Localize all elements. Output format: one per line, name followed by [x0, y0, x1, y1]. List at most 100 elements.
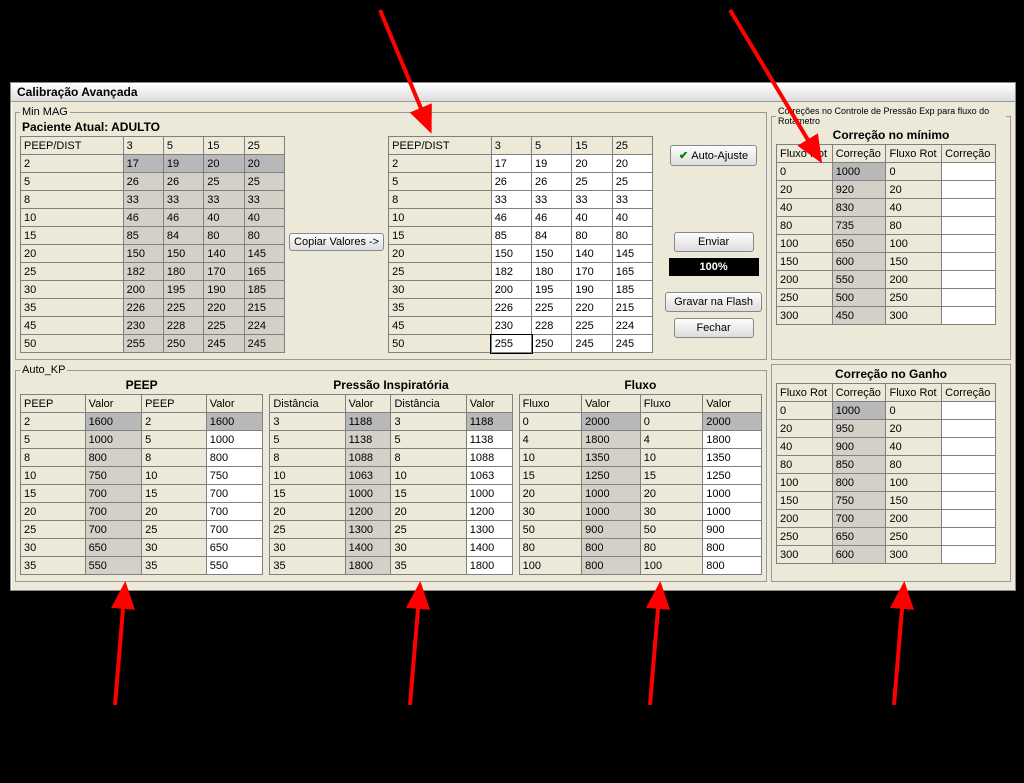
cell[interactable]: 10: [21, 467, 86, 485]
cell[interactable]: 1300: [345, 521, 391, 539]
cell[interactable]: 170: [572, 263, 612, 281]
cell[interactable]: 700: [206, 521, 263, 539]
table-row[interactable]: 1570015700: [21, 485, 263, 503]
cell[interactable]: 3: [391, 413, 466, 431]
table-row[interactable]: 8085080: [777, 456, 996, 474]
cell[interactable]: 180: [532, 263, 572, 281]
cell[interactable]: 1000: [832, 163, 886, 181]
cell[interactable]: 190: [572, 281, 612, 299]
cell[interactable]: 33: [612, 191, 652, 209]
cell[interactable]: 25: [612, 173, 652, 191]
cell[interactable]: 25: [204, 173, 244, 191]
cell[interactable]: [942, 438, 996, 456]
cell[interactable]: 33: [532, 191, 572, 209]
cell[interactable]: 300: [886, 546, 942, 564]
table-row[interactable]: 25182180170165: [21, 263, 285, 281]
cell[interactable]: 650: [832, 235, 886, 253]
cell[interactable]: 224: [244, 317, 284, 335]
cell[interactable]: 40: [777, 199, 833, 217]
cell[interactable]: 30: [389, 281, 492, 299]
cell[interactable]: 700: [206, 485, 263, 503]
cell[interactable]: 230: [123, 317, 163, 335]
cell[interactable]: 20: [391, 503, 466, 521]
cell[interactable]: 150: [777, 492, 833, 510]
cell[interactable]: 10: [142, 467, 207, 485]
cell[interactable]: 226: [123, 299, 163, 317]
table-row[interactable]: 5113851138: [270, 431, 512, 449]
cell[interactable]: 84: [163, 227, 203, 245]
cell[interactable]: 1200: [345, 503, 391, 521]
cell[interactable]: [942, 289, 996, 307]
table-row[interactable]: 201000201000: [519, 485, 761, 503]
cell[interactable]: 80: [777, 217, 833, 235]
cell[interactable]: 1063: [466, 467, 512, 485]
cell[interactable]: 255: [491, 335, 531, 353]
cell[interactable]: 35: [270, 557, 345, 575]
cell[interactable]: 19: [532, 155, 572, 173]
cell[interactable]: 1000: [703, 485, 762, 503]
cell[interactable]: 25: [391, 521, 466, 539]
cell[interactable]: 46: [532, 209, 572, 227]
cell[interactable]: 2000: [582, 413, 641, 431]
cell[interactable]: 80: [640, 539, 702, 557]
cell[interactable]: [942, 546, 996, 564]
cell[interactable]: 226: [491, 299, 531, 317]
cell[interactable]: [942, 420, 996, 438]
cell[interactable]: 46: [123, 209, 163, 227]
cell[interactable]: 245: [612, 335, 652, 353]
cell[interactable]: 245: [572, 335, 612, 353]
cell[interactable]: 33: [244, 191, 284, 209]
cell[interactable]: 150: [123, 245, 163, 263]
cell[interactable]: 35: [21, 299, 124, 317]
cell[interactable]: 1350: [582, 449, 641, 467]
cell[interactable]: [942, 235, 996, 253]
table-row[interactable]: 5100051000: [21, 431, 263, 449]
cell[interactable]: 225: [572, 317, 612, 335]
cell[interactable]: 1088: [466, 449, 512, 467]
send-button[interactable]: Enviar: [674, 232, 754, 252]
cell[interactable]: 185: [244, 281, 284, 299]
table-row[interactable]: 50255250245245: [389, 335, 653, 353]
cell[interactable]: 40: [572, 209, 612, 227]
table-row[interactable]: 30200195190185: [21, 281, 285, 299]
cell[interactable]: 2000: [703, 413, 762, 431]
cell[interactable]: 100: [777, 235, 833, 253]
table-row[interactable]: 010000: [777, 402, 996, 420]
cell[interactable]: 1400: [345, 539, 391, 557]
cell[interactable]: 100: [519, 557, 581, 575]
copy-values-button[interactable]: Copiar Valores ->: [289, 233, 384, 251]
table-row[interactable]: 8073580: [777, 217, 996, 235]
table-row[interactable]: 301000301000: [519, 503, 761, 521]
cell[interactable]: 10: [21, 209, 124, 227]
cell[interactable]: 150: [886, 492, 942, 510]
cell[interactable]: [942, 253, 996, 271]
table-row[interactable]: 2160021600: [21, 413, 263, 431]
cell[interactable]: 26: [532, 173, 572, 191]
cell[interactable]: 40: [886, 438, 942, 456]
cell[interactable]: [942, 456, 996, 474]
cell[interactable]: 200: [777, 271, 833, 289]
cell[interactable]: 2: [21, 413, 86, 431]
pinsp-table[interactable]: DistânciaValorDistânciaValor311883118851…: [269, 394, 512, 575]
cell[interactable]: 46: [491, 209, 531, 227]
cell[interactable]: 700: [832, 510, 886, 528]
cell[interactable]: 80: [244, 227, 284, 245]
fluxo-table[interactable]: FluxoValorFluxoValor02000020004180041800…: [519, 394, 762, 575]
cell[interactable]: 20: [886, 181, 942, 199]
cell[interactable]: 150: [163, 245, 203, 263]
cell[interactable]: 5: [391, 431, 466, 449]
cell[interactable]: 0: [886, 402, 942, 420]
cell[interactable]: 250: [532, 335, 572, 353]
cell[interactable]: 1600: [85, 413, 142, 431]
cell[interactable]: 25: [142, 521, 207, 539]
cell[interactable]: 8: [391, 449, 466, 467]
cell[interactable]: 250: [886, 289, 942, 307]
table-row[interactable]: 88008800: [21, 449, 263, 467]
cell[interactable]: 182: [123, 263, 163, 281]
minmag-table-right[interactable]: PEEP/DIST3515252171920205262625258333333…: [388, 136, 653, 353]
cell[interactable]: 220: [572, 299, 612, 317]
cell[interactable]: [942, 492, 996, 510]
cell[interactable]: 145: [244, 245, 284, 263]
cell[interactable]: 250: [163, 335, 203, 353]
cell[interactable]: 650: [206, 539, 263, 557]
